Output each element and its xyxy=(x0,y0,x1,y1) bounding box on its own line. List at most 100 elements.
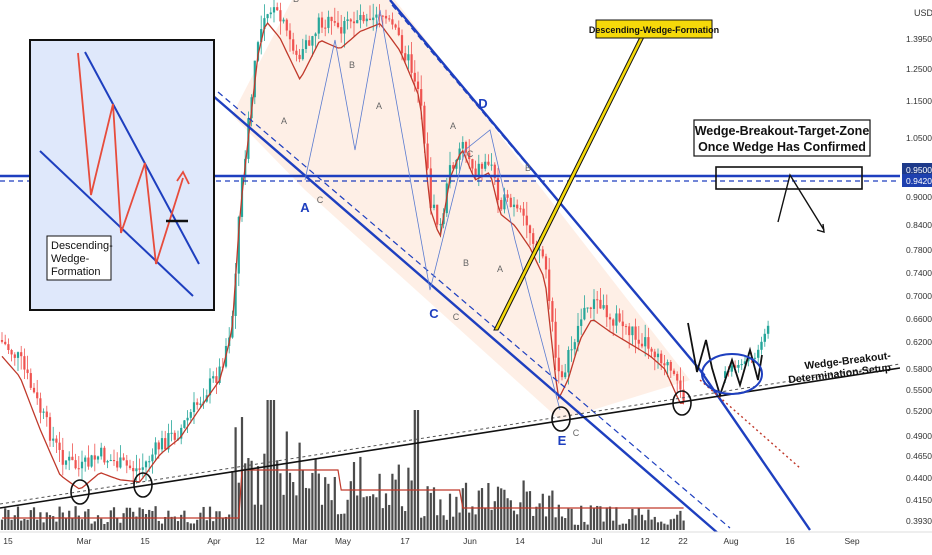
target-arrowhead xyxy=(816,223,825,233)
candle-body xyxy=(0,340,4,342)
candle-body xyxy=(432,204,436,208)
candle-body xyxy=(26,369,29,374)
wave-sublabel: C xyxy=(467,149,474,159)
volume-bar xyxy=(250,460,253,530)
wave-labels: ACDEACBABACBABCC xyxy=(281,0,580,448)
volume-bar xyxy=(612,520,615,530)
touch-circle-3 xyxy=(551,406,571,432)
candle-body xyxy=(336,22,340,28)
volume-bar xyxy=(269,400,272,530)
candle-body xyxy=(96,456,100,460)
time-tick-label: Mar xyxy=(77,536,92,546)
volume-bar xyxy=(26,519,29,530)
candle-body xyxy=(260,29,263,43)
candle-body xyxy=(640,343,644,347)
volume-bar xyxy=(266,400,269,530)
volume-bar xyxy=(554,517,557,530)
candle-body xyxy=(368,18,372,21)
volume-bar xyxy=(512,510,516,530)
inset-label-box xyxy=(46,235,112,281)
candle-body xyxy=(10,350,13,355)
volume-bar xyxy=(77,515,80,530)
candle-body xyxy=(439,224,442,226)
volume-bar xyxy=(90,523,93,530)
volume-bar xyxy=(557,504,560,530)
volume-bar xyxy=(343,513,346,530)
volume-bar xyxy=(423,516,426,530)
volume-bar xyxy=(148,509,151,530)
candle-body xyxy=(500,199,503,210)
candle-body xyxy=(119,457,122,468)
price-tick-label: 0.5200 xyxy=(906,406,932,416)
volume-bar xyxy=(400,506,404,530)
volume-bar xyxy=(407,467,410,530)
volume-bar xyxy=(669,519,672,530)
volume-bar xyxy=(173,516,176,530)
volume-bar xyxy=(528,491,532,530)
volume-bar xyxy=(384,493,388,530)
candle-body xyxy=(125,460,128,466)
volume-bar xyxy=(45,512,48,530)
volume-bar xyxy=(583,521,586,530)
volume-bar xyxy=(362,497,365,530)
volume-bar xyxy=(215,511,218,530)
inset-zigzag xyxy=(77,52,184,265)
time-tick-label: 17 xyxy=(400,536,410,546)
candle-body xyxy=(420,89,423,106)
inset-label-line-2: Wedge- xyxy=(51,253,90,265)
candle-body xyxy=(93,455,96,460)
volume-bar xyxy=(416,410,420,530)
candle-body xyxy=(112,460,116,462)
candle-body xyxy=(532,233,535,244)
candle-body xyxy=(215,376,218,383)
candle-body xyxy=(570,349,573,351)
candle-body xyxy=(509,197,512,207)
candle-body xyxy=(372,17,375,21)
volume-bar xyxy=(359,456,362,530)
candle-body xyxy=(292,39,295,51)
volume-bar xyxy=(0,519,4,530)
volume-bar xyxy=(32,507,36,530)
candle-body xyxy=(365,18,368,22)
candle-body xyxy=(180,427,183,439)
candle-body xyxy=(525,215,528,226)
volume-bar xyxy=(151,511,154,530)
volume-bar xyxy=(487,483,490,530)
volume-bar xyxy=(4,508,7,530)
candle-body xyxy=(282,19,285,22)
price-tick-label: 0.9420 xyxy=(906,176,932,186)
volume-bar xyxy=(23,518,26,530)
candle-body xyxy=(45,411,48,418)
volume-bar xyxy=(247,458,250,530)
candle-body xyxy=(637,339,640,344)
volume-bar xyxy=(532,515,535,530)
candle-body xyxy=(452,165,455,169)
candle-body xyxy=(298,54,301,60)
candle-body xyxy=(400,35,404,54)
volume-moving-average-line xyxy=(2,469,684,519)
candle-body xyxy=(234,273,237,316)
candle-body xyxy=(356,20,359,24)
price-highlight-badge xyxy=(902,174,932,187)
volume-bar xyxy=(282,494,285,530)
candle-body xyxy=(375,14,378,18)
volume-bar xyxy=(109,510,112,530)
price-tick-label: 0.9500 xyxy=(906,165,932,175)
volume-bar xyxy=(112,507,116,530)
candle-body xyxy=(474,168,477,177)
volume-bar xyxy=(263,453,266,530)
volume-bar xyxy=(119,522,122,530)
candle-body xyxy=(560,371,564,378)
volume-bar xyxy=(167,510,170,530)
candle-body xyxy=(522,208,525,216)
volume-bar xyxy=(221,517,224,530)
price-tick-label: 0.7000 xyxy=(906,291,932,301)
volume-bar xyxy=(372,494,375,530)
candle-body xyxy=(13,354,16,358)
candle-body xyxy=(586,307,589,309)
candle-body xyxy=(23,356,26,370)
volume-bar xyxy=(365,496,368,530)
volume-bar xyxy=(125,507,128,530)
volume-bar xyxy=(637,507,640,530)
volume-bar xyxy=(468,512,471,530)
